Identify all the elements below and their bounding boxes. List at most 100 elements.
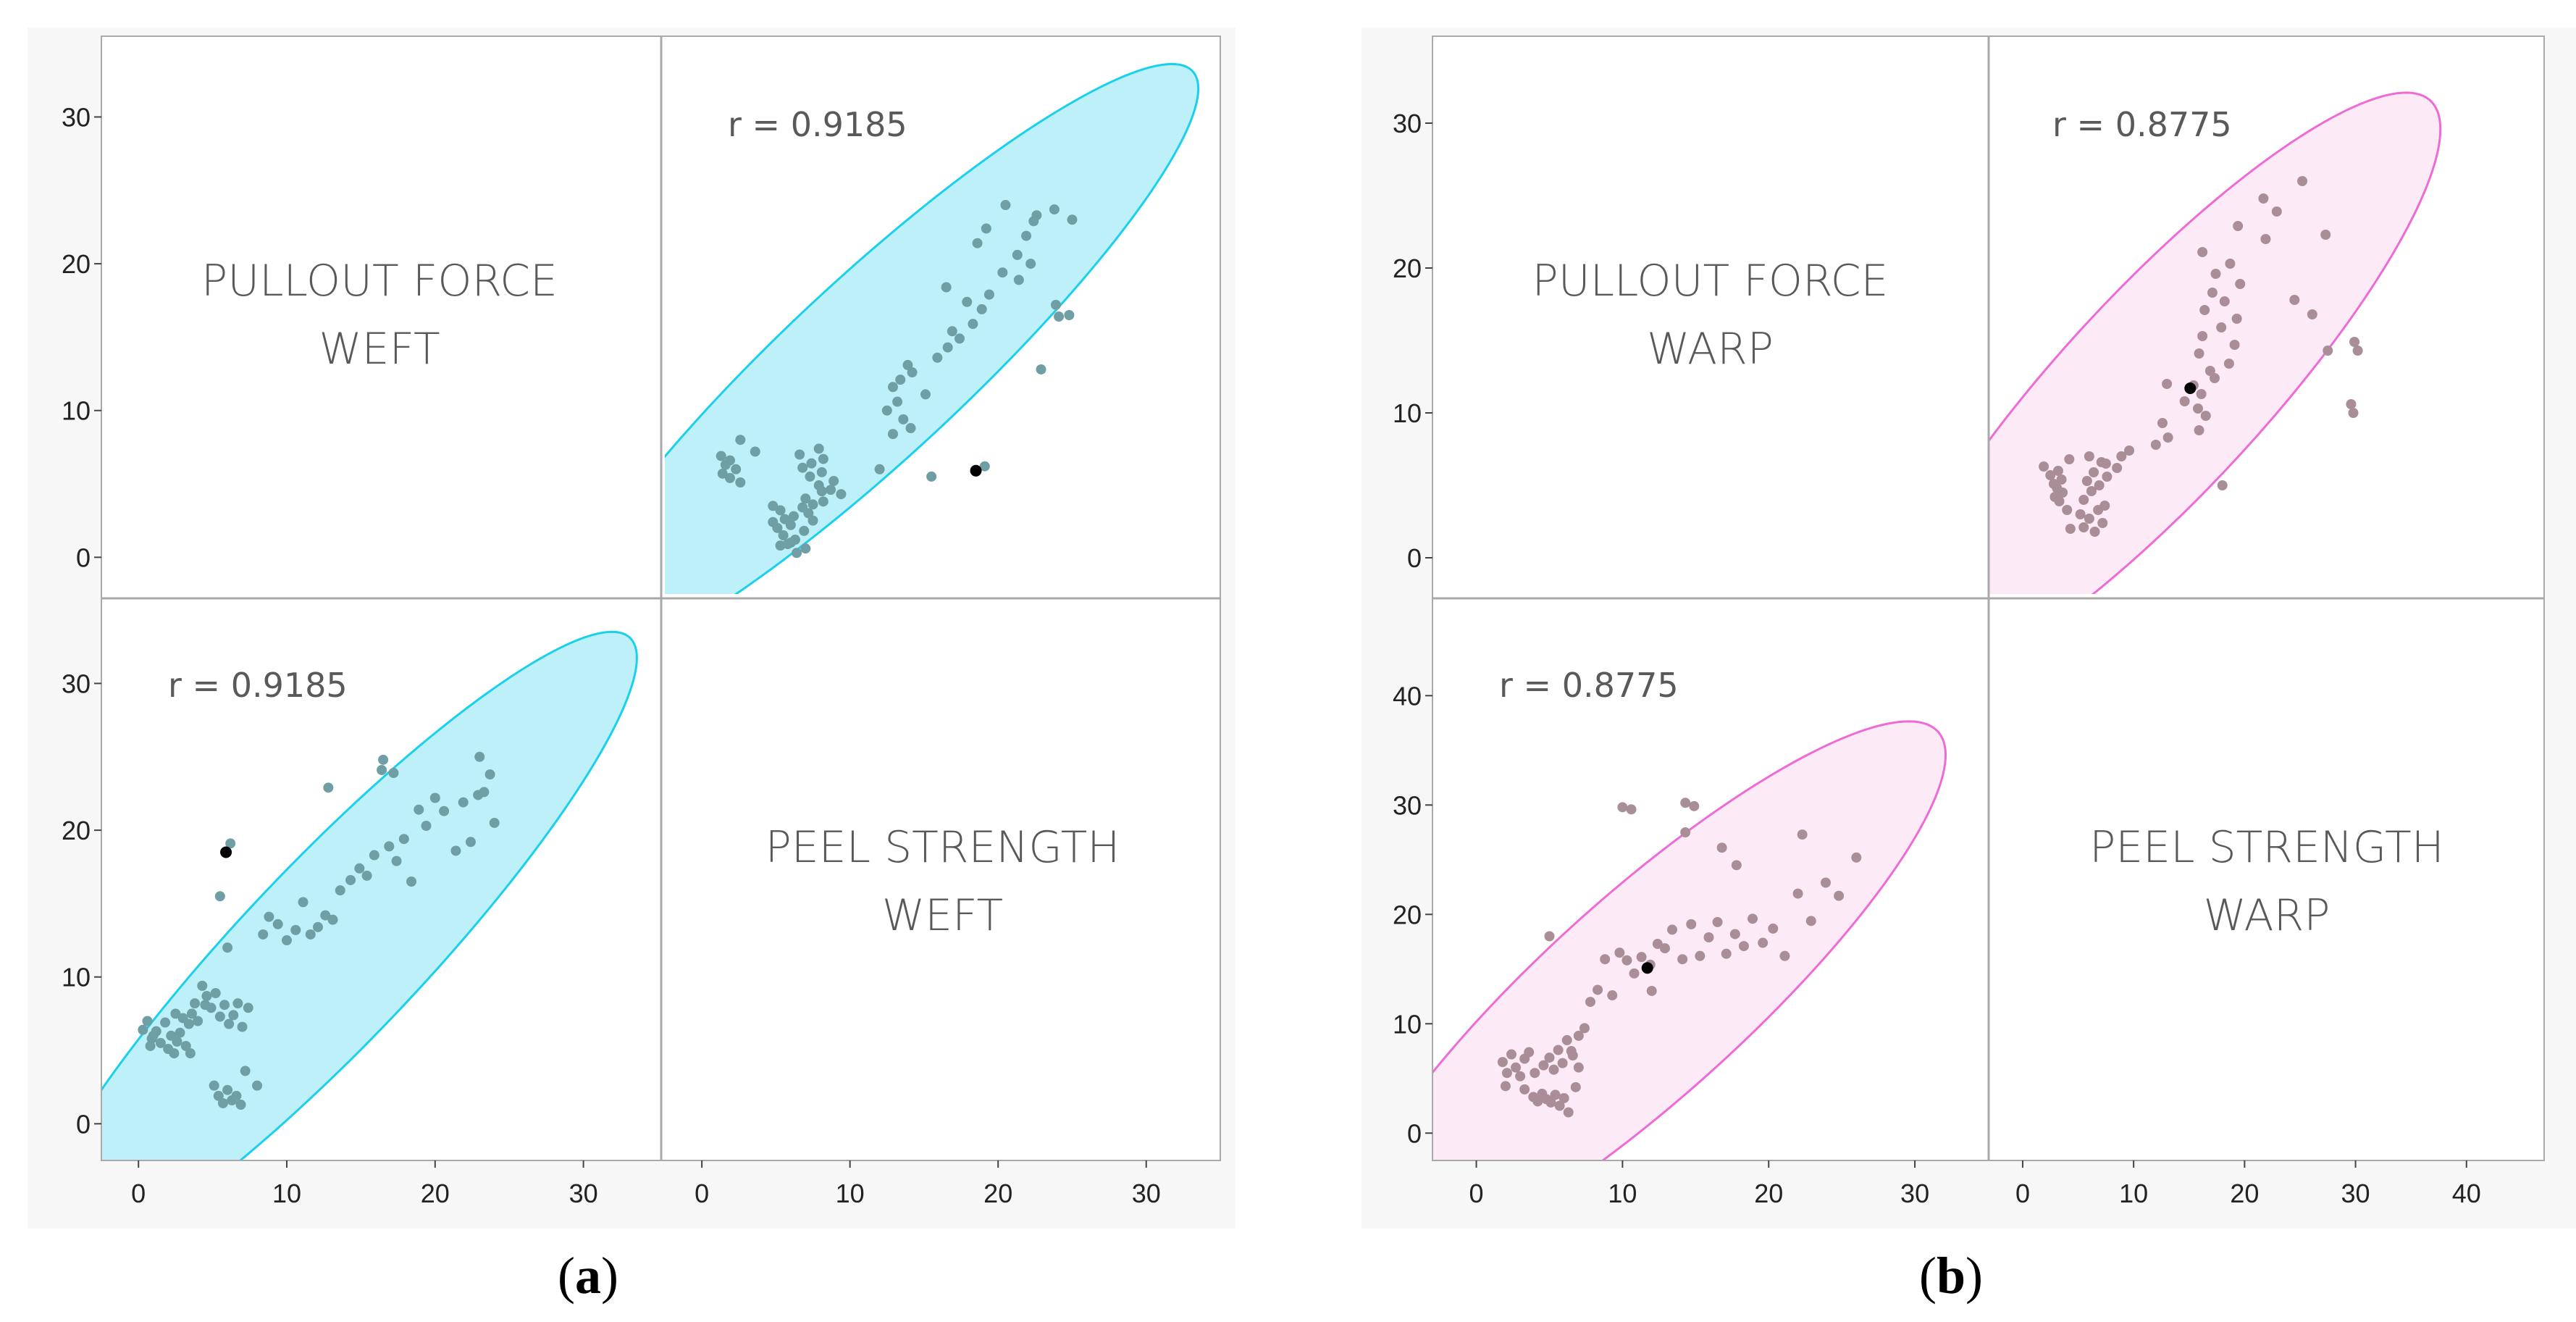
x-tick-label: 0 xyxy=(2015,1179,2030,1208)
data-point xyxy=(2162,379,2173,389)
data-point xyxy=(1031,210,1042,221)
data-point xyxy=(175,1027,185,1038)
data-point xyxy=(1689,800,1700,811)
data-point xyxy=(816,486,827,497)
data-point xyxy=(138,1024,148,1035)
data-point xyxy=(2116,451,2127,461)
data-point xyxy=(724,472,735,483)
data-point xyxy=(1000,200,1011,211)
data-point xyxy=(1563,1107,1574,1118)
data-point xyxy=(775,540,786,551)
data-point xyxy=(2065,524,2076,534)
data-point xyxy=(2204,366,2215,376)
data-point xyxy=(185,1048,196,1059)
data-point xyxy=(2197,247,2208,257)
data-point xyxy=(2089,467,2099,477)
data-point xyxy=(214,1011,225,1022)
data-point xyxy=(1686,919,1697,929)
x-tick-label: 0 xyxy=(695,1179,709,1208)
data-point xyxy=(1067,214,1078,225)
data-point xyxy=(724,455,735,466)
data-point xyxy=(222,1084,233,1095)
data-point xyxy=(2320,230,2331,240)
data-point xyxy=(388,768,399,779)
data-point xyxy=(1680,798,1691,808)
data-point xyxy=(1779,950,1790,961)
data-point xyxy=(807,499,818,510)
data-point xyxy=(1532,1096,1543,1107)
data-point xyxy=(1738,941,1749,952)
data-point xyxy=(2100,459,2111,469)
x-tick-label: 20 xyxy=(983,1179,1012,1208)
data-point xyxy=(1629,968,1640,979)
data-point xyxy=(378,754,389,765)
data-point xyxy=(1721,948,1732,959)
y-tick-label: 20 xyxy=(62,816,91,845)
data-point xyxy=(2075,509,2086,519)
data-point xyxy=(1530,1068,1540,1079)
data-point xyxy=(217,1097,228,1108)
scatter-matrix-plot-b: PULLOUT FORCE WARP PEEL STRENGTH WARP r = 0.… xyxy=(1393,35,2545,1208)
data-point xyxy=(1573,1062,1584,1073)
data-point xyxy=(172,1036,182,1047)
data-point xyxy=(2216,322,2227,332)
data-point xyxy=(2196,389,2207,399)
y-tick-label: 20 xyxy=(1393,254,1422,283)
data-point xyxy=(1712,916,1723,927)
data-point xyxy=(1716,842,1727,853)
data-point xyxy=(479,787,490,798)
data-point xyxy=(148,1030,159,1041)
data-point xyxy=(1524,1047,1535,1058)
x-tick-label: 10 xyxy=(2119,1179,2148,1208)
data-point xyxy=(976,304,987,314)
data-point xyxy=(1013,275,1024,285)
data-point xyxy=(235,1100,246,1110)
data-point xyxy=(282,935,292,946)
y-tick-label: 30 xyxy=(1393,109,1422,138)
density-ellipse-top-right xyxy=(665,62,1200,594)
data-point xyxy=(1519,1084,1530,1095)
figure-a: PULLOUT FORCE WEFT PEEL STRENGTH WEFT r = 0.… xyxy=(0,0,1260,1322)
data-point xyxy=(816,467,827,477)
data-point xyxy=(892,396,903,407)
data-point xyxy=(398,834,409,845)
caption-letter-a: a xyxy=(574,1247,601,1305)
variable-label-pullout-line-2: WARP xyxy=(1647,324,1774,375)
data-point xyxy=(180,1040,191,1051)
data-point xyxy=(2039,461,2050,472)
data-point xyxy=(1731,860,1742,871)
data-point xyxy=(237,1021,248,1032)
highlighted-point xyxy=(970,464,982,477)
data-point xyxy=(881,405,892,416)
y-tick-label: 10 xyxy=(1393,398,1422,428)
data-point xyxy=(458,797,469,808)
data-point xyxy=(731,464,742,474)
figure-b: PULLOUT FORCE WARP PEEL STRENGTH WARP r = 0.… xyxy=(1362,0,2576,1322)
data-point xyxy=(2307,309,2317,319)
data-point xyxy=(836,489,847,500)
data-point xyxy=(1607,990,1618,1001)
data-point xyxy=(2194,425,2204,435)
data-point xyxy=(225,838,236,849)
data-point xyxy=(169,1048,180,1059)
data-point xyxy=(813,443,824,454)
data-point xyxy=(1703,932,1714,942)
y-tick-label: 30 xyxy=(1393,790,1422,820)
data-point xyxy=(2260,234,2271,244)
data-point xyxy=(785,537,796,548)
data-point xyxy=(1695,950,1706,961)
data-point xyxy=(1768,923,1779,934)
data-point xyxy=(1049,204,1060,215)
data-point xyxy=(778,530,789,540)
x-tick-label: 30 xyxy=(1132,1179,1161,1208)
x-tick-label: 20 xyxy=(421,1179,450,1208)
data-point xyxy=(735,435,746,445)
data-point xyxy=(1667,924,1678,935)
scatter-matrix-plot-a: PULLOUT FORCE WEFT PEEL STRENGTH WEFT r = 0.… xyxy=(62,35,1221,1208)
data-point xyxy=(955,333,965,344)
y-tick-label: 0 xyxy=(76,1109,91,1139)
data-point xyxy=(2048,479,2059,489)
data-point xyxy=(735,477,746,488)
y-tick-label: 10 xyxy=(62,396,91,426)
data-point xyxy=(200,1000,211,1011)
